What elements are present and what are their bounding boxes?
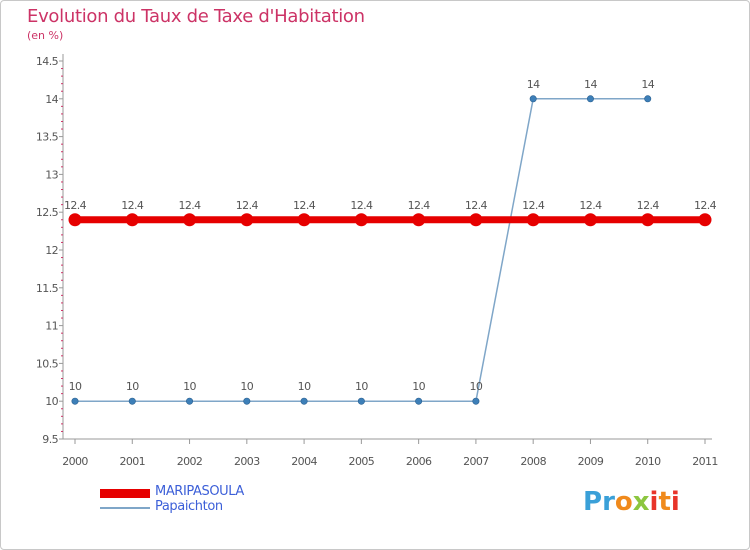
data-point-papaichton: [357, 397, 365, 405]
x-tick-label: 2005: [349, 455, 375, 468]
y-tick-label: 11.5: [36, 282, 59, 295]
legend-label-papaichton: Papaichton: [155, 499, 223, 514]
logo-letter: t: [658, 487, 671, 517]
y-tick-label: 11: [45, 320, 58, 333]
data-point-maripasoula: [68, 213, 82, 227]
data-label-papaichton: 14: [641, 78, 654, 91]
x-tick-label: 2011: [692, 455, 718, 468]
y-tick-label: 10: [45, 395, 58, 408]
data-point-papaichton: [300, 397, 308, 405]
data-point-maripasoula: [125, 213, 139, 227]
data-label-papaichton: 14: [584, 78, 597, 91]
x-tick-label: 2000: [62, 455, 88, 468]
data-point-maripasoula: [412, 213, 426, 227]
x-tick-label: 2010: [635, 455, 661, 468]
y-tick-label: 12: [45, 244, 58, 257]
data-label-maripasoula: 12.4: [579, 199, 602, 212]
data-point-maripasoula: [469, 213, 483, 227]
y-tick-label: 12.5: [36, 206, 59, 219]
data-label-papaichton: 14: [527, 78, 540, 91]
x-tick-label: 2009: [578, 455, 604, 468]
data-label-papaichton: 10: [126, 380, 139, 393]
data-point-papaichton: [186, 397, 194, 405]
data-point-maripasoula: [526, 213, 540, 227]
x-tick-label: 2004: [291, 455, 317, 468]
data-point-maripasoula: [641, 213, 655, 227]
data-label-maripasoula: 12.4: [522, 199, 545, 212]
x-tick-label: 2008: [520, 455, 546, 468]
legend-swatch-maripasoula: [100, 489, 150, 498]
data-point-papaichton: [472, 397, 480, 405]
logo-letter: P: [583, 487, 603, 517]
data-point-papaichton: [71, 397, 79, 405]
logo-letter: r: [602, 487, 615, 517]
data-point-maripasoula: [183, 213, 197, 227]
data-point-maripasoula: [297, 213, 311, 227]
data-label-papaichton: 10: [412, 380, 425, 393]
y-tick-label: 10.5: [36, 357, 59, 370]
y-tick-label: 14: [45, 93, 58, 106]
chart-subtitle: (en %): [27, 29, 64, 42]
data-point-maripasoula: [354, 213, 368, 227]
logo-letter: x: [632, 487, 650, 517]
data-point-maripasoula: [583, 213, 597, 227]
data-label-papaichton: 10: [240, 380, 253, 393]
data-label-maripasoula: 12.4: [465, 199, 488, 212]
x-tick-label: 2001: [119, 455, 145, 468]
data-point-papaichton: [243, 397, 251, 405]
data-label-maripasoula: 12.4: [64, 199, 87, 212]
legend-swatch-papaichton: [100, 507, 150, 509]
x-tick-label: 2007: [463, 455, 489, 468]
logo-letter: o: [614, 487, 633, 517]
logo-letter: i: [649, 487, 659, 517]
data-label-maripasoula: 12.4: [637, 199, 660, 212]
x-tick-label: 2006: [406, 455, 432, 468]
proxiti-logo: Proxiti: [583, 487, 680, 517]
series-line-papaichton: [74, 98, 649, 402]
data-point-papaichton: [128, 397, 136, 405]
data-label-maripasoula: 12.4: [236, 199, 259, 212]
data-point-maripasoula: [698, 213, 712, 227]
data-point-maripasoula: [240, 213, 254, 227]
data-label-papaichton: 10: [69, 380, 82, 393]
data-label-papaichton: 10: [470, 380, 483, 393]
data-label-maripasoula: 12.4: [694, 199, 717, 212]
legend-label-maripasoula: MARIPASOULA: [155, 484, 244, 499]
data-label-papaichton: 10: [183, 380, 196, 393]
data-label-papaichton: 10: [298, 380, 311, 393]
data-point-papaichton: [644, 95, 652, 103]
data-point-papaichton: [415, 397, 423, 405]
y-tick-label: 13.5: [36, 131, 59, 144]
chart-title: Evolution du Taux de Taxe d'Habitation: [27, 6, 365, 27]
data-label-papaichton: 10: [355, 380, 368, 393]
y-tick-label: 13: [45, 168, 58, 181]
legend-item-maripasoula: MARIPASOULA: [100, 484, 300, 502]
legend-item-papaichton: Papaichton: [100, 499, 300, 517]
data-label-maripasoula: 12.4: [293, 199, 316, 212]
data-label-maripasoula: 12.4: [178, 199, 201, 212]
y-tick-label: 14.5: [36, 55, 59, 68]
data-point-papaichton: [586, 95, 594, 103]
data-point-papaichton: [529, 95, 537, 103]
logo-letter: i: [670, 487, 680, 517]
data-label-maripasoula: 12.4: [408, 199, 431, 212]
x-tick-label: 2002: [177, 455, 203, 468]
x-tick-label: 2003: [234, 455, 260, 468]
data-label-maripasoula: 12.4: [121, 199, 144, 212]
data-label-maripasoula: 12.4: [350, 199, 373, 212]
y-tick-label: 9.5: [42, 433, 58, 446]
